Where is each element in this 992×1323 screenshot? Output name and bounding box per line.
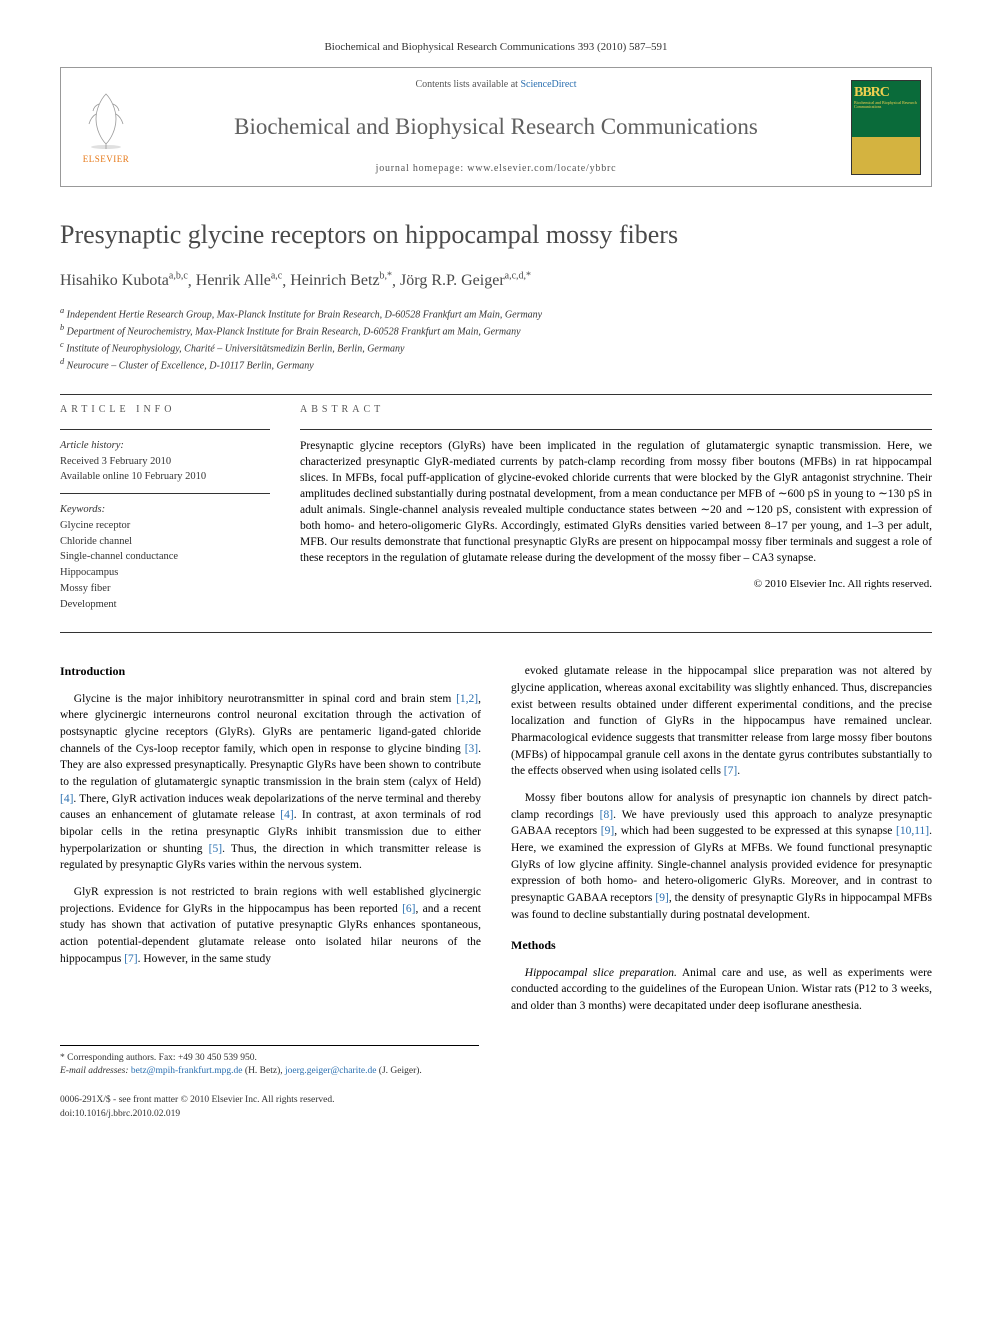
journal-cover-thumbnail: BBRC Biochemical and Biophysical Researc… [851, 80, 921, 175]
body-columns: Introduction Glycine is the major inhibi… [60, 663, 932, 1024]
divider [60, 429, 270, 430]
author: Hisahiko Kubotaa,b,c [60, 272, 188, 289]
sciencedirect-link[interactable]: ScienceDirect [520, 79, 576, 90]
reference-link[interactable]: [4] [60, 793, 73, 805]
keywords-block: Keywords: Glycine receptorChloride chann… [60, 502, 270, 612]
journal-cover-block: BBRC Biochemical and Biophysical Researc… [841, 68, 931, 186]
elsevier-tree-icon [81, 89, 131, 149]
reference-link[interactable]: [9] [601, 825, 614, 837]
article-info-heading: ARTICLE INFO [60, 403, 270, 417]
body-paragraph: GlyR expression is not restricted to bra… [60, 884, 481, 967]
received-date: Received 3 February 2010 [60, 454, 270, 470]
article-history: Article history: Received 3 February 201… [60, 438, 270, 485]
divider [60, 493, 270, 494]
email-geiger[interactable]: joerg.geiger@charite.de [285, 1066, 376, 1076]
body-paragraph: evoked glutamate release in the hippocam… [511, 663, 932, 780]
keywords-label: Keywords: [60, 502, 270, 518]
issn-line: 0006-291X/$ - see front matter © 2010 El… [60, 1094, 932, 1107]
keyword: Chloride channel [60, 534, 270, 550]
reference-link[interactable]: [1,2] [456, 693, 478, 705]
right-column: evoked glutamate release in the hippocam… [511, 663, 932, 1024]
abstract-block: ABSTRACT Presynaptic glycine receptors (… [300, 403, 932, 613]
reference-link[interactable]: [8] [600, 809, 613, 821]
keyword: Single-channel conductance [60, 549, 270, 565]
reference-link[interactable]: [7] [724, 765, 737, 777]
email-label: E-mail addresses: [60, 1066, 131, 1076]
cover-sublabel: Biochemical and Biophysical Research Com… [854, 101, 918, 110]
doi-line: doi:10.1016/j.bbrc.2010.02.019 [60, 1108, 932, 1121]
keyword: Development [60, 597, 270, 613]
methods-heading: Methods [511, 937, 932, 954]
reference-link[interactable]: [6] [402, 903, 415, 915]
divider [60, 394, 932, 395]
affiliations: a Independent Hertie Research Group, Max… [60, 305, 932, 374]
publisher-name: ELSEVIER [83, 153, 130, 166]
article-title: Presynaptic glycine receptors on hippoca… [60, 217, 932, 253]
divider [300, 429, 932, 430]
corresponding-note: * Corresponding authors. Fax: +49 30 450… [60, 1052, 479, 1065]
contents-line: Contents lists available at ScienceDirec… [415, 78, 576, 92]
running-header: Biochemical and Biophysical Research Com… [60, 40, 932, 55]
methods-paragraph: Hippocampal slice preparation. Animal ca… [511, 965, 932, 1015]
abstract-copyright: © 2010 Elsevier Inc. All rights reserved… [300, 577, 932, 592]
article-info-block: ARTICLE INFO Article history: Received 3… [60, 403, 270, 613]
journal-name-large: Biochemical and Biophysical Research Com… [234, 111, 758, 143]
email-geiger-name: (J. Geiger). [376, 1066, 421, 1076]
reference-link[interactable]: [7] [124, 953, 137, 965]
abstract-text: Presynaptic glycine receptors (GlyRs) ha… [300, 438, 932, 567]
introduction-heading: Introduction [60, 663, 481, 680]
keyword: Glycine receptor [60, 518, 270, 534]
reference-link[interactable]: [10,11] [896, 825, 929, 837]
bottom-bar: 0006-291X/$ - see front matter © 2010 El… [60, 1094, 932, 1121]
abstract-heading: ABSTRACT [300, 403, 932, 417]
reference-link[interactable]: [9] [655, 892, 668, 904]
history-label: Article history: [60, 438, 270, 454]
contents-prefix: Contents lists available at [415, 79, 520, 90]
left-column: Introduction Glycine is the major inhibi… [60, 663, 481, 1024]
affiliation: d Neurocure – Cluster of Excellence, D-1… [60, 356, 932, 373]
homepage-url[interactable]: www.elsevier.com/locate/ybbrc [467, 163, 616, 174]
journal-banner: ELSEVIER Contents lists available at Sci… [60, 67, 932, 187]
keyword: Mossy fiber [60, 581, 270, 597]
keywords-list: Glycine receptorChloride channelSingle-c… [60, 518, 270, 613]
homepage-line: journal homepage: www.elsevier.com/locat… [376, 162, 617, 176]
reference-link[interactable]: [3] [465, 743, 478, 755]
author: Henrik Allea,c [196, 272, 282, 289]
available-date: Available online 10 February 2010 [60, 469, 270, 485]
footnotes: * Corresponding authors. Fax: +49 30 450… [60, 1045, 479, 1079]
affiliation: a Independent Hertie Research Group, Max… [60, 305, 932, 322]
email-betz[interactable]: betz@mpih-frankfurt.mpg.de [131, 1066, 243, 1076]
author-list: Hisahiko Kubotaa,b,c, Henrik Allea,c, He… [60, 270, 932, 293]
emails-line: E-mail addresses: betz@mpih-frankfurt.mp… [60, 1065, 479, 1078]
author: Jörg R.P. Geigera,c,d,* [400, 272, 531, 289]
banner-center: Contents lists available at ScienceDirec… [151, 68, 841, 186]
body-paragraph: Glycine is the major inhibitory neurotra… [60, 691, 481, 874]
email-betz-name: (H. Betz), [243, 1066, 285, 1076]
divider [60, 632, 932, 633]
affiliation: b Department of Neurochemistry, Max-Plan… [60, 322, 932, 339]
homepage-prefix: journal homepage: [376, 163, 468, 174]
keyword: Hippocampus [60, 565, 270, 581]
body-paragraph: Mossy fiber boutons allow for analysis o… [511, 790, 932, 923]
affiliation: c Institute of Neurophysiology, Charité … [60, 339, 932, 356]
author: Heinrich Betzb,* [290, 272, 392, 289]
reference-link[interactable]: [4] [280, 809, 293, 821]
info-abstract-row: ARTICLE INFO Article history: Received 3… [60, 403, 932, 613]
publisher-logo-block: ELSEVIER [61, 68, 151, 186]
reference-link[interactable]: [5] [209, 843, 222, 855]
